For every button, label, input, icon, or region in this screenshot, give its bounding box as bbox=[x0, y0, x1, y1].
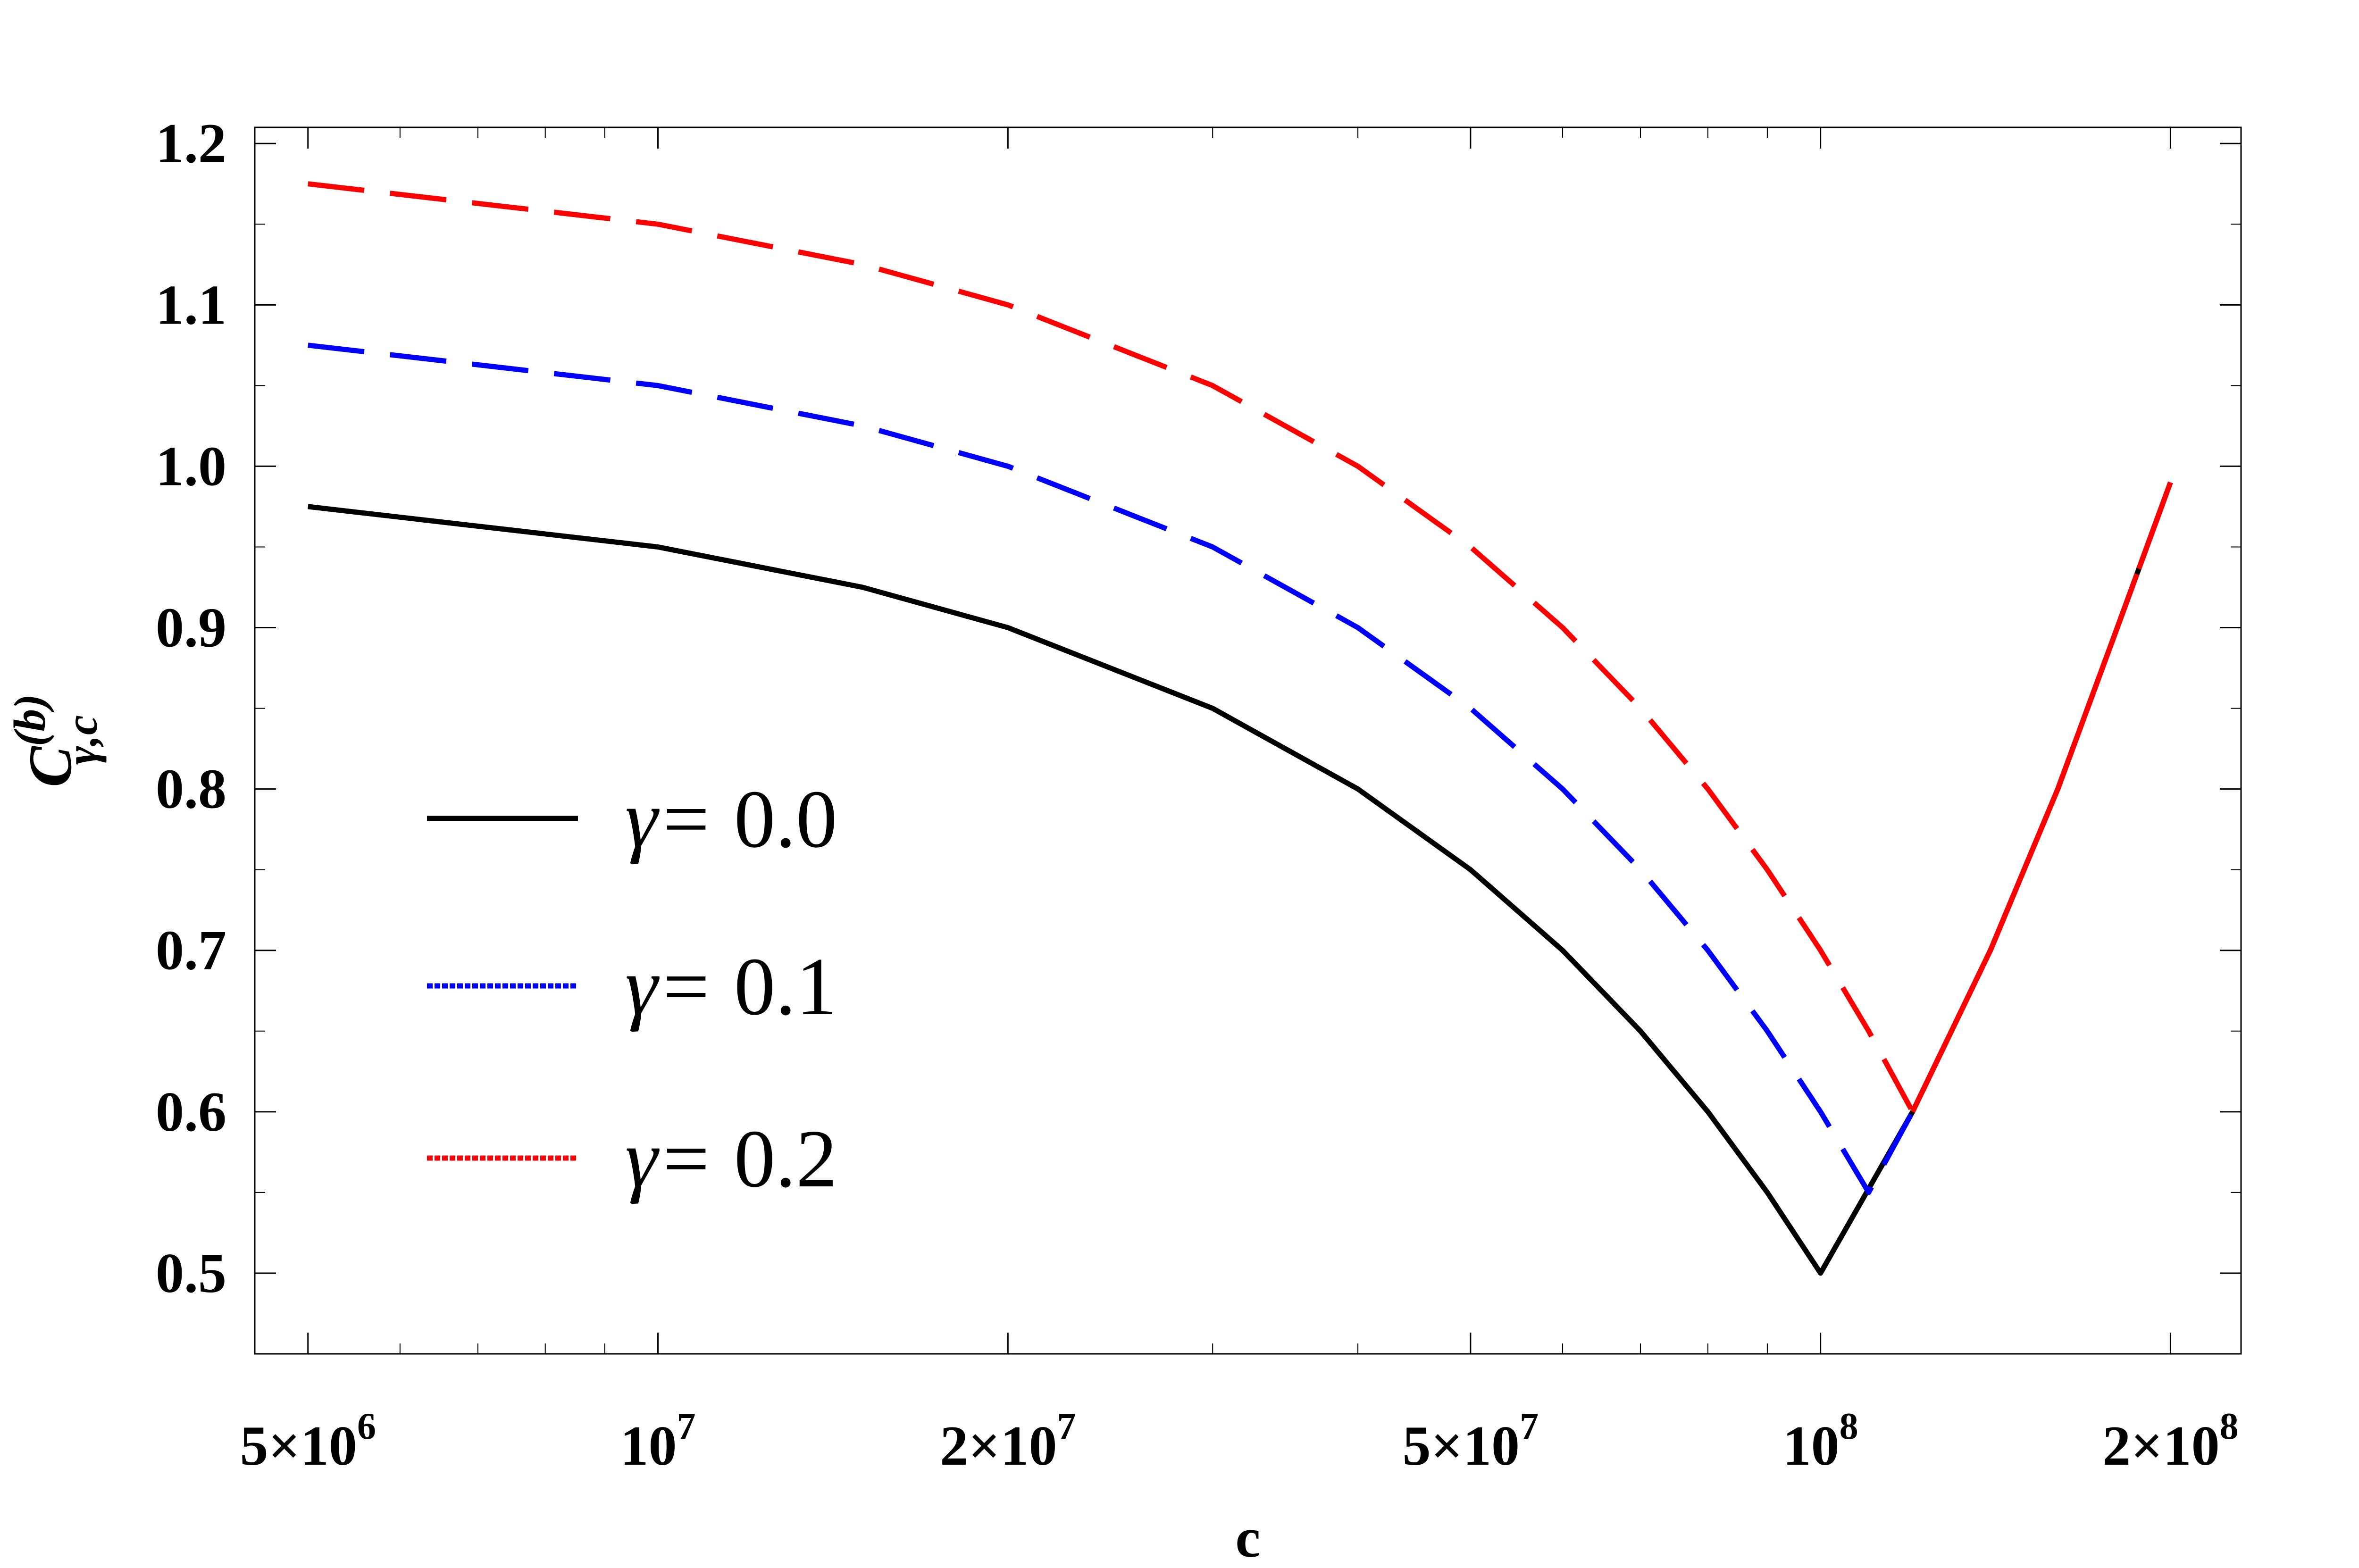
series-line-2-overlay bbox=[1910, 481, 2173, 1113]
y-tick-label-1: 0.6 bbox=[156, 1080, 226, 1143]
series-line-2 bbox=[308, 181, 2173, 1115]
legend-label-0: γ= 0.0 bbox=[625, 773, 837, 865]
tick-labels: 5×106 107 2×107 5×107 108 2×108 0.5 0.6 0.7 0.8 0.… bbox=[156, 112, 2239, 1477]
series-line-1 bbox=[308, 342, 2173, 1195]
x-tick-label-4: 108 bbox=[1783, 1406, 1858, 1477]
legend: γ= 0.0 γ= 0.1 γ= 0.2 bbox=[427, 773, 837, 1204]
y-label-sub: γ,c bbox=[57, 715, 107, 765]
plot-frame bbox=[254, 126, 2242, 1355]
series-layer bbox=[308, 181, 2173, 1276]
x-tick-label-5: 2×108 bbox=[2102, 1406, 2238, 1477]
y-label-main: C bbox=[17, 746, 84, 787]
x-tick-label-0: 5×106 bbox=[240, 1406, 376, 1477]
legend-label-1: γ= 0.1 bbox=[625, 941, 837, 1032]
svg-text:C(b)γ,c: C(b)γ,c bbox=[5, 694, 107, 787]
axis-ticks bbox=[255, 127, 2241, 1354]
y-tick-label-7: 1.2 bbox=[156, 112, 226, 175]
x-tick-label-3: 5×107 bbox=[1403, 1406, 1539, 1477]
y-label-sup: (b) bbox=[5, 694, 55, 746]
legend-label-2: γ= 0.2 bbox=[625, 1113, 837, 1204]
y-tick-label-0: 0.5 bbox=[156, 1242, 226, 1304]
y-tick-label-3: 0.8 bbox=[156, 758, 226, 820]
y-axis-label: C(b)γ,c bbox=[5, 694, 107, 787]
x-tick-label-2: 2×107 bbox=[940, 1406, 1076, 1477]
y-tick-label-5: 1.0 bbox=[156, 434, 226, 497]
x-axis-label: c bbox=[1235, 1506, 1260, 1568]
x-tick-label-1: 107 bbox=[620, 1406, 696, 1477]
y-tick-label-6: 1.1 bbox=[156, 273, 226, 336]
y-tick-label-4: 0.9 bbox=[156, 596, 226, 659]
y-tick-label-2: 0.7 bbox=[156, 919, 226, 982]
